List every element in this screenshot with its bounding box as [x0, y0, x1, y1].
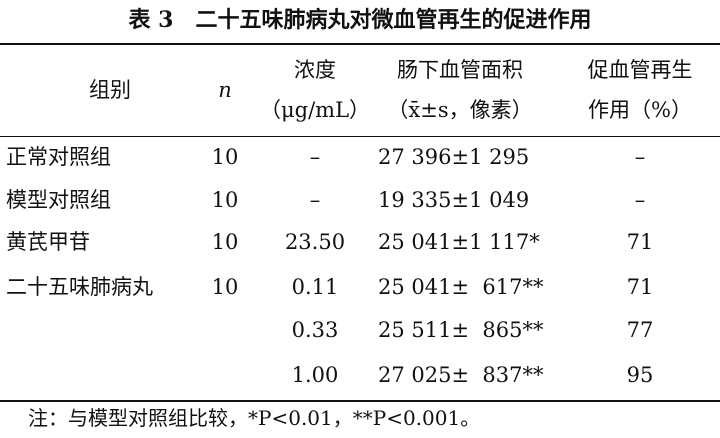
table-cell: 黄芪甲苷: [6, 230, 90, 254]
note: 注：与模型对照组比较，*P<0.01，**P<0.001。: [28, 406, 481, 430]
header-cell: （μg/mL）: [259, 98, 371, 122]
table-cell: –: [634, 188, 646, 212]
table-cell: 25 041±1 117*: [378, 230, 540, 254]
header-cell: 促血管再生: [587, 58, 693, 82]
table-cell: 正常对照组: [6, 145, 111, 169]
table-cell: 27 396±1 295: [378, 145, 530, 169]
table-cell: 71: [626, 230, 654, 254]
table-cell: 10: [211, 145, 239, 169]
header-cell: n: [218, 78, 232, 102]
table-cell: 71: [626, 275, 654, 299]
header-cell: 肠下血管面积: [397, 58, 523, 82]
header-cell: 组别: [89, 78, 131, 102]
table-cell: 1.00: [291, 363, 339, 387]
table-cell: 23.50: [284, 230, 346, 254]
table-cell: 19 335±1 049: [378, 188, 530, 212]
top-rule: [0, 43, 720, 45]
table-cell: 0.11: [291, 275, 339, 299]
table-cell: 0.33: [291, 318, 339, 342]
table-cell: 10: [211, 188, 239, 212]
table-cell: 25 511± 865**: [378, 318, 544, 342]
table-cell: 77: [626, 318, 654, 342]
header-rule: [0, 136, 720, 137]
table-cell: 10: [211, 230, 239, 254]
table-cell: 10: [211, 275, 239, 299]
table-cell: –: [309, 188, 321, 212]
table-cell: 27 025± 837**: [378, 363, 544, 387]
header-cell: 浓度: [294, 58, 336, 82]
table-cell: 二十五味肺病丸: [6, 275, 153, 299]
header-cell: （x̄±s，像素）: [387, 98, 533, 122]
table-cell: 95: [626, 363, 654, 387]
bottom-rule: [0, 400, 720, 402]
title: 表 3 二十五味肺病丸对微血管再生的促进作用: [128, 7, 592, 33]
table-cell: –: [634, 145, 646, 169]
header-cell: 作用（%）: [588, 98, 692, 122]
table-cell: 25 041± 617**: [378, 275, 544, 299]
table-cell: 模型对照组: [6, 188, 111, 212]
table-cell: –: [309, 145, 321, 169]
